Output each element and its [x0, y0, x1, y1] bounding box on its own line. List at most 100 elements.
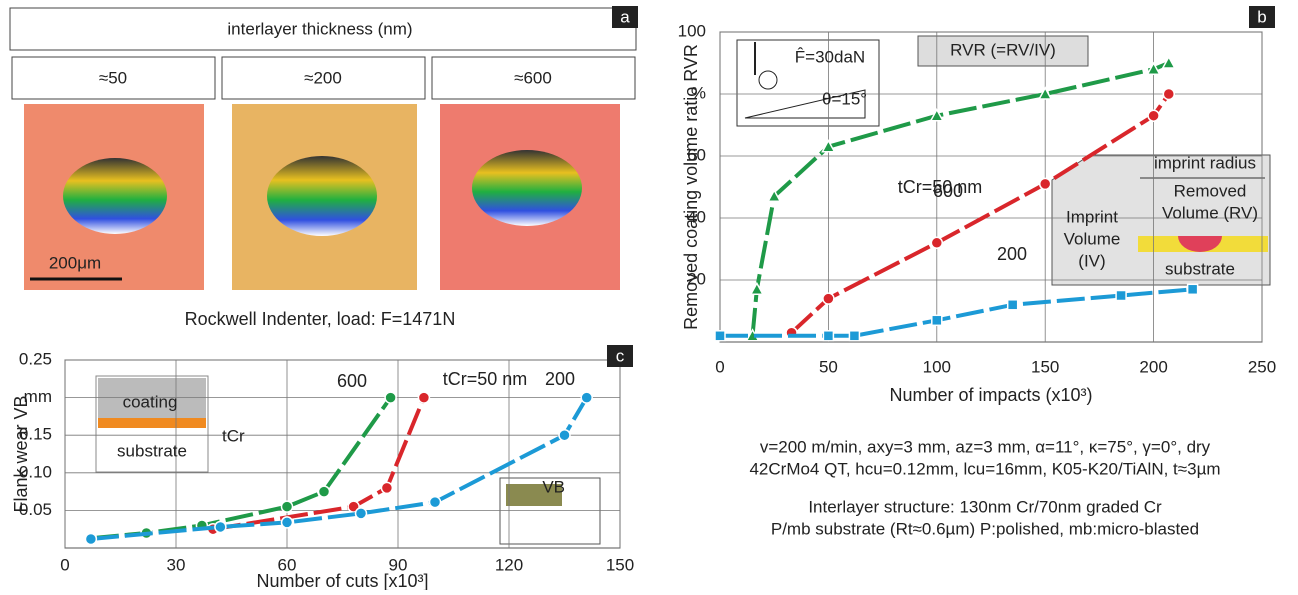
x-tick-label: 150	[1031, 357, 1059, 376]
x-tick-label: 30	[167, 555, 186, 574]
y-tick-label: 40	[687, 207, 706, 226]
series-label: 600	[933, 181, 963, 201]
annotation: Imprint	[1066, 207, 1118, 226]
x-axis-label: Number of impacts (x10³)	[889, 385, 1092, 405]
marker	[1037, 86, 1053, 100]
panel-a-header: interlayer thickness (nm)	[227, 19, 412, 38]
marker	[384, 391, 397, 404]
annotation: substrate	[1165, 259, 1235, 278]
annotation: Removed	[1174, 181, 1247, 200]
y-axis-label: Removed coating volume ratio RVR	[681, 44, 701, 330]
marker	[558, 428, 571, 442]
marker	[848, 330, 861, 342]
marker	[1186, 283, 1199, 296]
marker	[766, 188, 782, 203]
condition: v=200 m/min, axy=3 mm, az=3 mm, α=11°, κ…	[760, 437, 1211, 456]
y-tick-label: mm	[24, 387, 52, 406]
marker	[1161, 55, 1177, 69]
y-tick-label: 0.05	[19, 500, 52, 519]
panel-a: interlayer thickness (nm) a ≈50 ≈200 ≈60…	[9, 6, 638, 329]
annotation: Volume (RV)	[1162, 203, 1258, 222]
marker	[929, 108, 945, 122]
y-tick-label: 100	[678, 21, 706, 40]
column-box	[221, 56, 426, 100]
y-tick-label: %	[691, 83, 706, 102]
marker	[821, 139, 836, 153]
condition: P/mb substrate (Rt≈0.6µm) P:polished, mb…	[771, 519, 1199, 538]
panel-label-box	[607, 345, 633, 367]
tool-icon	[506, 484, 562, 506]
caption: Rockwell Indenter, load: F=1471N	[185, 309, 456, 329]
marker	[354, 507, 368, 520]
x-tick-label: 150	[606, 555, 634, 574]
column-header: ≈200	[304, 68, 342, 87]
marker	[280, 516, 294, 529]
y-tick-label: 0.10	[19, 462, 52, 481]
y-tick-label: 20	[687, 269, 706, 288]
marker	[1006, 299, 1019, 311]
marker	[428, 495, 442, 509]
x-tick-label: 50	[819, 357, 838, 376]
panel-label-box	[1249, 6, 1275, 28]
marker	[822, 330, 835, 342]
marker	[749, 281, 765, 296]
column-header: ≈600	[514, 68, 552, 87]
annotation: coating	[123, 392, 178, 411]
panel-label: c	[616, 346, 625, 365]
removed-volume	[1178, 236, 1222, 252]
series-label: 600	[337, 371, 367, 391]
marker	[1162, 87, 1176, 101]
annotation: imprint radius	[1154, 153, 1256, 172]
marker	[214, 520, 227, 534]
scale-bar-label: 200μm	[49, 253, 101, 272]
condition: 42CrMo4 QT, hcu=0.12mm, lcu=16mm, K05-K2…	[749, 459, 1220, 478]
series-label: tCr=50 nm	[898, 177, 983, 197]
column-header: ≈50	[99, 68, 127, 87]
condition: Interlayer structure: 130nm Cr/70nm grad…	[808, 497, 1162, 516]
marker	[1147, 109, 1160, 122]
header-box	[9, 7, 637, 51]
crater	[267, 156, 377, 236]
crater	[472, 150, 582, 226]
marker	[1146, 61, 1161, 75]
marker	[417, 391, 431, 404]
marker	[84, 532, 98, 546]
marker	[930, 236, 944, 250]
annotation: substrate	[117, 441, 187, 460]
marker	[380, 481, 394, 495]
marker	[1038, 177, 1052, 191]
marker	[1115, 289, 1127, 302]
series-label: tCr=50 nm	[443, 369, 528, 389]
marker	[931, 314, 943, 327]
annotation-box	[917, 35, 1089, 67]
x-tick-label: 60	[278, 555, 297, 574]
series-line	[750, 61, 1170, 336]
ball-icon	[758, 70, 778, 90]
series-label: 200	[997, 244, 1027, 264]
annotation: F̂=30daN	[795, 47, 865, 67]
wedge-icon	[744, 89, 866, 119]
x-tick-label: 0	[715, 357, 724, 376]
x-tick-label: 250	[1248, 357, 1276, 376]
x-tick-label: 100	[923, 357, 951, 376]
x-tick-label: 0	[60, 555, 69, 574]
x-axis-label: Number of cuts [x10³]	[256, 571, 428, 590]
interlayer	[98, 418, 206, 428]
y-tick-label: 0.15	[19, 425, 52, 444]
y-tick-label: 0.25	[19, 349, 52, 368]
y-axis-label: Flank wear VB	[11, 395, 31, 512]
panel-label: a	[620, 7, 630, 26]
panel-label-box	[612, 6, 638, 28]
annotation: tCr	[222, 426, 245, 445]
marker	[714, 330, 726, 342]
series-label: 200	[545, 369, 575, 389]
annotation: RVR (=RV/IV)	[950, 40, 1056, 59]
marker	[317, 485, 331, 498]
x-tick-label: 90	[389, 555, 408, 574]
column-box	[11, 56, 216, 100]
annotation: Volume	[1064, 229, 1121, 248]
marker	[580, 391, 593, 404]
column-box	[431, 56, 636, 100]
